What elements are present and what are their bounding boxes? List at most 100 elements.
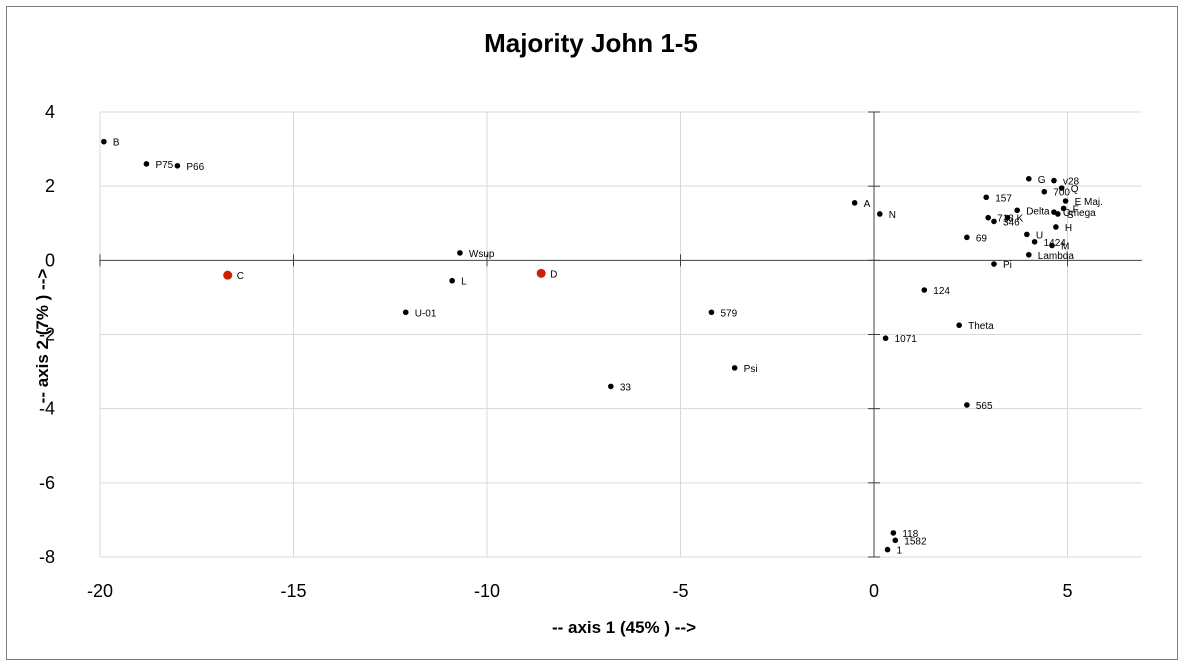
data-point-label: Omega [1063, 208, 1096, 219]
chart-frame [6, 6, 1178, 660]
y-tick-label: -4 [39, 399, 55, 419]
data-point-label: 69 [976, 233, 988, 244]
x-tick-label: 0 [869, 581, 879, 601]
data-point [1026, 175, 1032, 182]
data-point-label: F [1073, 204, 1079, 215]
data-point [964, 234, 970, 241]
x-tick-label: 5 [1062, 581, 1072, 601]
y-tick-label: 0 [45, 250, 55, 270]
data-point [1058, 185, 1065, 191]
data-point [1004, 214, 1011, 221]
data-point-label: U-01 [415, 308, 437, 319]
x-tick-label: -15 [280, 581, 306, 601]
y-tick-label: -6 [39, 473, 55, 493]
data-point [991, 218, 997, 225]
data-point [890, 530, 897, 536]
data-point-label: 1071 [895, 334, 918, 345]
data-point [1041, 188, 1048, 195]
data-point-label: M [1061, 242, 1069, 253]
data-point-label: Lambda [1038, 251, 1075, 262]
data-point [174, 162, 181, 169]
data-point-label: 33 [620, 382, 632, 393]
data-point-highlight [223, 270, 233, 280]
data-point-label: Q [1071, 184, 1079, 195]
x-tick-labels: -20 -15 -10 -5 0 5 [87, 581, 1073, 601]
data-point-label: 565 [976, 401, 993, 412]
data-point [708, 309, 715, 316]
data-point-label: 118 [902, 529, 918, 540]
data-point [143, 161, 150, 167]
data-point [1026, 251, 1032, 258]
data-point-label: v28 [1063, 177, 1080, 188]
x-axis-title: -- axis 1 (45% ) --> [552, 618, 696, 637]
data-point-label: E Maj. [1075, 197, 1103, 208]
data-point-label: S [1067, 210, 1074, 221]
data-point-label: H [1065, 223, 1072, 234]
data-point-label: Theta [968, 321, 994, 332]
data-point [956, 322, 962, 329]
data-point-label: U [1036, 230, 1043, 241]
axis-lines [99, 111, 1142, 558]
data-point [983, 194, 990, 201]
data-point [921, 287, 928, 293]
y-tick-label: -8 [39, 547, 55, 567]
data-point-label: P75 [155, 160, 173, 171]
data-point [1051, 177, 1057, 184]
data-point-label: D [550, 269, 557, 280]
data-point [1055, 211, 1061, 217]
data-point [449, 277, 455, 284]
y-tick-label: 4 [45, 102, 55, 122]
y-tick-label: -2 [39, 325, 55, 345]
data-point [985, 214, 991, 221]
data-point [1014, 207, 1020, 214]
data-point-label: B [113, 138, 120, 149]
data-point [991, 261, 997, 267]
data-point [731, 365, 738, 371]
data-point [1031, 238, 1038, 245]
data-points: B P75 P66 C Wsup L U-01 D 33 579 Psi A N 1071 124 Theta… [101, 138, 1103, 557]
data-point [1024, 231, 1030, 238]
data-point-label: Delta [1026, 206, 1050, 217]
data-point-label: 346 [1003, 217, 1020, 228]
data-point [882, 335, 889, 342]
data-point-label: 1582 [904, 536, 927, 547]
data-point-label: 1424 [1044, 238, 1067, 249]
data-point-label: Wsup [469, 249, 495, 260]
data-point [402, 309, 409, 316]
data-point-label: 1 [897, 546, 903, 557]
y-tick-label: 2 [45, 176, 55, 196]
data-point-label: K [1017, 214, 1024, 225]
data-point [1049, 242, 1055, 249]
y-axis-title: -- axis 2 (7% ) --> [33, 269, 52, 404]
data-point-label: Pi [1003, 260, 1012, 271]
grid-lines [99, 111, 1142, 558]
chart-title: Majority John 1-5 [484, 28, 698, 58]
data-point [892, 537, 899, 544]
data-point-label: N [889, 210, 896, 221]
data-point [457, 250, 463, 256]
data-point-label: 700 [1053, 188, 1070, 199]
data-point [608, 383, 614, 390]
data-point [101, 138, 107, 145]
data-point [1060, 205, 1067, 212]
data-point-label: 157 [995, 193, 1012, 204]
x-tick-label: -5 [672, 581, 688, 601]
data-point-label: C [237, 271, 244, 282]
data-point-label: P66 [186, 162, 204, 173]
data-point [851, 200, 858, 206]
data-point-highlight [536, 268, 546, 278]
data-point-label: 124 [933, 286, 950, 297]
data-point-label: G [1038, 175, 1046, 186]
x-tick-label: -20 [87, 581, 113, 601]
data-point [877, 211, 883, 217]
data-point-label: 579 [720, 308, 737, 319]
data-point [1053, 224, 1059, 230]
data-point [964, 402, 970, 408]
data-point-label: A [864, 199, 871, 210]
x-tick-label: -10 [474, 581, 500, 601]
data-point [1062, 198, 1069, 204]
data-point [884, 546, 891, 553]
data-point-label: L [461, 277, 467, 288]
y-tick-labels: 4 2 0 -2 -4 -6 -8 [39, 102, 55, 567]
